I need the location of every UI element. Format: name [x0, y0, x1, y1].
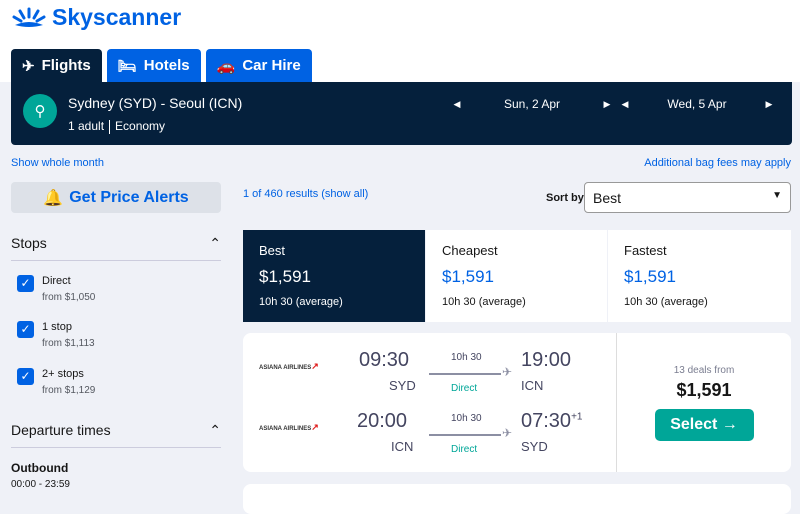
search-summary[interactable]: ⚲ Sydney (SYD) - Seoul (ICN) 1 adult Econ… — [11, 82, 792, 145]
sort-tab-duration: 10h 30 (average) — [624, 296, 708, 308]
sort-tab-best[interactable]: Best $1,591 10h 30 (average) — [243, 230, 425, 322]
cabin: Economy — [115, 119, 166, 133]
departure-times-header[interactable]: Departure times ⌃ — [11, 422, 221, 448]
filter-label: 1 stop — [42, 321, 72, 333]
departure-time: 09:30 — [359, 349, 410, 371]
sort-tab-cheapest[interactable]: Cheapest $1,591 10h 30 (average) — [426, 230, 607, 322]
departure-time: 20:00 — [357, 410, 408, 432]
tab-label: Car Hire — [242, 57, 301, 74]
stop-filter-direct[interactable]: ✓ Direct from $1,050 — [17, 275, 95, 303]
tab-hotels[interactable]: 🛏 Hotels — [106, 49, 201, 82]
sort-tab-duration: 10h 30 (average) — [259, 296, 343, 308]
tab-car-hire[interactable]: 🚗 Car Hire — [205, 49, 312, 82]
sort-select[interactable]: Best ▼ — [584, 182, 791, 213]
filter-price: from $1,050 — [42, 292, 96, 303]
stop-filter-1-stop[interactable]: ✓ 1 stop from $1,113 — [17, 321, 95, 349]
bag-fees-link[interactable]: Additional bag fees may apply — [644, 157, 791, 169]
duration: 10h 30 — [451, 352, 482, 363]
select-button[interactable]: Select → — [654, 409, 754, 441]
results-count-link[interactable]: 1 of 460 results (show all) — [243, 188, 369, 200]
route[interactable]: Sydney (SYD) - Seoul (ICN) — [68, 95, 243, 111]
tab-label: Flights — [41, 57, 91, 74]
next-result-card[interactable] — [243, 484, 791, 514]
stops: Direct — [451, 383, 478, 394]
sort-tab-title: Best — [259, 243, 286, 258]
plane-icon: ✈ — [502, 365, 513, 379]
prev-date-icon[interactable]: ◀ — [621, 98, 629, 109]
plane-icon: ✈ — [502, 426, 513, 440]
price-panel: 13 deals from $1,591 Select → — [616, 333, 791, 472]
passenger-cabin[interactable]: 1 adult Economy — [68, 119, 165, 134]
filter-price: from $1,113 — [42, 338, 95, 349]
filter-label: Direct — [42, 275, 71, 287]
arrival-time: 19:00 — [521, 349, 572, 371]
header: Skyscanner ✈ Flights 🛏 Hotels 🚗 Car Hire — [0, 0, 800, 82]
sort-label: Sort by — [546, 192, 584, 204]
outbound-range: 00:00 - 23:59 — [11, 479, 70, 490]
departure-times-title: Departure times — [11, 422, 111, 438]
dropdown-arrow-icon: ▼ — [772, 190, 782, 201]
return-date[interactable]: Wed, 5 Apr — [667, 97, 727, 111]
skyscanner-logo[interactable]: Skyscanner — [12, 4, 181, 31]
flight-result-card[interactable]: ASIANA AIRLINES↗ 09:30 SYD 10h 30 ✈ Dire… — [243, 333, 791, 472]
sort-tab-price: $1,591 — [442, 267, 494, 286]
depart-date-picker: ◀ Sun, 2 Apr ▶ — [447, 97, 617, 111]
sort-value: Best — [593, 190, 622, 206]
arrival-time: 07:30 — [521, 410, 572, 432]
stop-filter-2-stops[interactable]: ✓ 2+ stops from $1,129 — [17, 368, 95, 396]
plane-icon: ✈ — [22, 57, 35, 75]
stops: Direct — [451, 444, 478, 455]
filter-price: from $1,129 — [42, 385, 96, 396]
sort-tab-title: Cheapest — [442, 243, 498, 258]
departure-airport: SYD — [389, 378, 416, 393]
sort-tab-duration: 10h 30 (average) — [442, 296, 526, 308]
checkbox[interactable]: ✓ — [17, 368, 34, 385]
prev-date-icon[interactable]: ◀ — [453, 98, 461, 109]
chevron-up-icon[interactable]: ⌃ — [209, 422, 221, 438]
price: $1,591 — [676, 380, 732, 400]
stops-section-header[interactable]: Stops ⌃ — [11, 235, 221, 261]
tab-flights[interactable]: ✈ Flights — [11, 49, 102, 82]
return-leg: ASIANA AIRLINES↗ 20:00 ICN 10h 30 ✈ Dire… — [243, 394, 615, 455]
sort-tab-fastest[interactable]: Fastest $1,591 10h 30 (average) — [608, 230, 791, 322]
bed-icon: 🛏 — [117, 57, 137, 75]
next-date-icon[interactable]: ▶ — [765, 98, 773, 109]
checkbox[interactable]: ✓ — [17, 275, 34, 292]
airline-logo: ASIANA AIRLINES↗ — [259, 361, 319, 371]
checkbox[interactable]: ✓ — [17, 321, 34, 338]
sort-tab-price: $1,591 — [624, 267, 676, 286]
chevron-up-icon[interactable]: ⌃ — [209, 235, 221, 251]
price-alerts-button[interactable]: 🔔 Get Price Alerts — [11, 182, 221, 213]
price-alerts-label: Get Price Alerts — [69, 188, 189, 206]
search-icon[interactable]: ⚲ — [23, 94, 57, 128]
depart-date[interactable]: Sun, 2 Apr — [503, 97, 561, 111]
brand-name: Skyscanner — [52, 4, 182, 30]
outbound-label: Outbound — [11, 461, 69, 475]
airline-logo: ASIANA AIRLINES↗ — [259, 422, 319, 432]
tab-label: Hotels — [143, 57, 190, 74]
return-date-picker: ◀ Wed, 5 Apr ▶ — [615, 97, 779, 111]
arrival-airport: SYD — [521, 439, 548, 454]
sort-tab-price: $1,591 — [259, 267, 311, 286]
show-whole-month-link[interactable]: Show whole month — [11, 157, 104, 169]
arrival-airport: ICN — [521, 378, 544, 393]
departure-airport: ICN — [391, 439, 414, 454]
bell-icon: 🔔 — [43, 189, 64, 207]
car-icon: 🚗 — [216, 57, 236, 75]
stops-title: Stops — [11, 235, 47, 251]
sort-tab-title: Fastest — [624, 243, 667, 258]
deals-count: 13 deals from — [673, 365, 735, 376]
outbound-leg: ASIANA AIRLINES↗ 09:30 SYD 10h 30 ✈ Dire… — [243, 333, 615, 394]
sun-logo-icon — [12, 7, 46, 27]
next-date-icon[interactable]: ▶ — [603, 98, 611, 109]
filter-label: 2+ stops — [42, 368, 84, 380]
duration: 10h 30 — [451, 413, 482, 424]
day-offset: +1 — [571, 411, 583, 423]
adults: 1 adult — [68, 119, 105, 133]
